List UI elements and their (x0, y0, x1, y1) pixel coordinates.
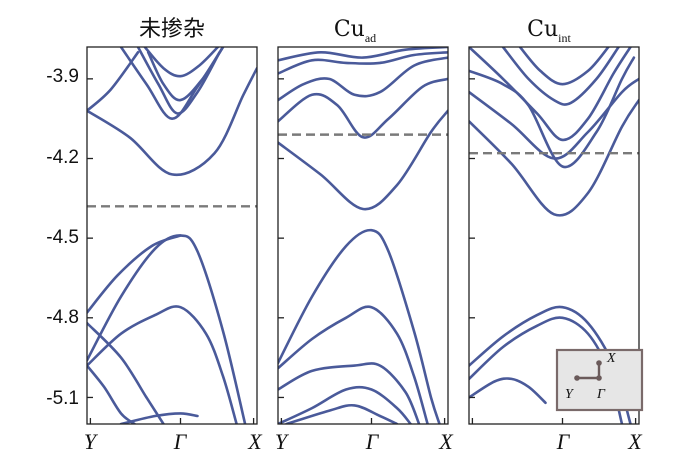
band-line (518, 47, 610, 86)
band-line (278, 362, 421, 424)
inset-label: Y (565, 387, 575, 402)
kpoint-label: X (627, 429, 643, 454)
band-line (119, 412, 199, 424)
band-line (278, 56, 448, 102)
kpoint-label: Y (275, 429, 290, 454)
band-line (501, 47, 620, 106)
band-line (278, 51, 448, 75)
kpoint-label: X (247, 429, 263, 454)
kpoint-label: Γ (173, 429, 188, 454)
panel-title: Cuad (334, 17, 376, 45)
panel-title: Cuint (527, 17, 571, 45)
panel-frame (86, 46, 258, 425)
y-axis: -3.9 -4.2 -4.5 -4.8 -5.1 (46, 66, 79, 409)
y-tick-label: -4.8 (46, 307, 79, 328)
y-tick-label: -4.5 (46, 227, 79, 248)
band-line (278, 305, 429, 424)
panel-title-main: Cu (334, 17, 365, 42)
band-line (87, 364, 136, 424)
y-tick-label: -5.1 (46, 388, 79, 409)
band-line (469, 377, 547, 405)
inset-label: Γ (596, 387, 606, 402)
band-line (278, 228, 441, 424)
panel-cu-ad: Cuad Y Γ X (275, 17, 454, 454)
inset-label: X (606, 351, 616, 366)
panel-title-subscript: ad (365, 31, 376, 45)
band-line (87, 66, 257, 177)
panel-cu-int: Cuint Γ X X Y Γ (468, 17, 644, 454)
y-tick-label: -4.2 (46, 147, 79, 168)
band-line (469, 77, 639, 160)
band-line (278, 77, 448, 139)
panel-title-main: Cu (527, 17, 558, 42)
brillouin-zone-inset: X Y Γ (555, 348, 644, 412)
band-lines (278, 47, 448, 424)
band-line (278, 47, 448, 62)
band-line (469, 98, 639, 217)
panel-frame (468, 46, 640, 425)
y-tick-label: -3.9 (46, 66, 79, 87)
band-line (146, 47, 225, 102)
band-line (278, 109, 448, 211)
band-line (87, 321, 165, 424)
band-line (469, 47, 632, 142)
band-line (285, 403, 399, 424)
band-line (143, 47, 220, 78)
inset-point (596, 375, 602, 381)
band-lines (87, 47, 257, 424)
kpoint-label: Γ (556, 429, 571, 454)
band-line (87, 234, 182, 314)
kpoint-label: Y (84, 429, 99, 454)
kpoint-label: X (438, 429, 454, 454)
band-line (469, 56, 636, 169)
inset-point (596, 360, 602, 366)
band-line (278, 385, 412, 424)
band-line (136, 47, 221, 115)
panel-frame (277, 46, 449, 425)
panel-title-subscript: int (558, 31, 571, 45)
inset-point (574, 375, 580, 381)
panel-undoped: 未掺杂 Y Γ X (84, 17, 263, 454)
band-lines (469, 47, 639, 424)
band-line (87, 305, 238, 424)
panel-title: 未掺杂 (139, 17, 205, 42)
kpoint-label: Γ (365, 429, 380, 454)
